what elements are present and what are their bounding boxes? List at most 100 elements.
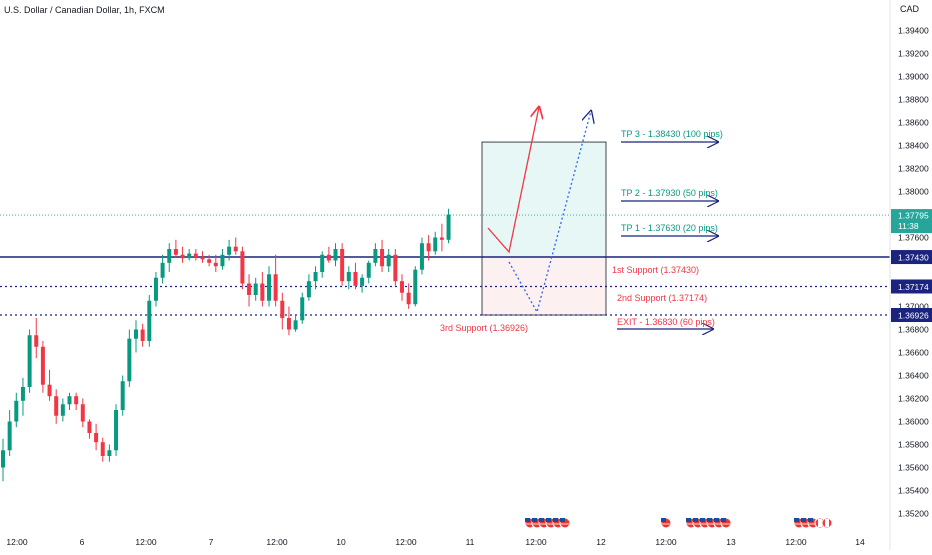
candle — [393, 249, 398, 286]
candle — [134, 320, 138, 353]
candle — [20, 377, 25, 416]
candle-body — [260, 283, 265, 301]
candle-body — [267, 274, 271, 301]
exit-label: EXIT - 1.36830 (60 pips) — [617, 317, 715, 327]
candle-body — [107, 450, 112, 456]
candle — [180, 246, 185, 263]
events-row — [524, 517, 833, 529]
candle-body — [187, 253, 192, 259]
candle-body — [273, 274, 278, 301]
candle — [273, 254, 278, 307]
candle — [366, 260, 371, 284]
price-tick: 1.35600 — [898, 463, 929, 473]
candle-body — [20, 387, 25, 401]
candle — [153, 272, 158, 307]
tp3-label: TP 3 - 1.38430 (100 pips) — [621, 129, 723, 139]
candle-body — [439, 237, 444, 240]
candle-body — [47, 384, 52, 397]
candle-body — [233, 246, 238, 252]
candle-body — [80, 404, 85, 422]
candle — [147, 295, 152, 347]
bullish-scenario-arrow — [487, 107, 539, 254]
candle — [1, 438, 5, 482]
time-tick: 12:00 — [266, 537, 288, 547]
price-tick: 1.38800 — [898, 95, 929, 105]
candle — [313, 266, 318, 290]
candle-body — [114, 410, 119, 451]
dip-scenario-arrow — [508, 111, 591, 314]
candle — [413, 266, 418, 307]
candle-body — [227, 246, 232, 255]
candle — [107, 444, 112, 462]
candle — [54, 389, 59, 424]
candles-layer — [1, 208, 451, 482]
candle-body — [393, 254, 398, 282]
candle-body — [173, 249, 178, 255]
candle — [40, 341, 45, 393]
price-tick: 1.37000 — [898, 302, 929, 312]
time-tick: 13 — [726, 537, 736, 547]
candle-body — [180, 254, 185, 259]
position-box — [481, 141, 607, 316]
candle — [340, 243, 345, 286]
candle-body — [40, 346, 45, 385]
candle — [47, 369, 52, 401]
candle-body — [313, 272, 318, 282]
candle-body — [213, 262, 218, 267]
price-tick: 1.38000 — [898, 187, 929, 197]
candle-body — [293, 320, 298, 330]
candle-body — [200, 257, 205, 260]
flag-canton — [707, 518, 712, 522]
candle-body — [320, 254, 325, 272]
price-tick: 1.38600 — [898, 118, 929, 128]
candle-body — [400, 281, 404, 293]
time-tick: 12:00 — [655, 537, 677, 547]
support3-label: 3rd Support (1.36926) — [440, 323, 528, 333]
candle-body — [100, 442, 105, 456]
current-price-badge — [891, 209, 932, 234]
candle-body — [446, 214, 451, 240]
tp2-label: TP 2 - 1.37930 (50 pips) — [621, 188, 718, 198]
candle — [67, 392, 72, 410]
price-tick: 1.36600 — [898, 348, 929, 358]
flag-stripe — [825, 519, 829, 527]
flag-canton — [721, 518, 726, 522]
level-badge-label-2: 1.37174 — [898, 282, 929, 292]
candle — [200, 251, 205, 263]
candle-body — [366, 262, 371, 278]
profit-zone — [482, 142, 606, 258]
candle — [87, 419, 92, 439]
candle — [207, 254, 212, 267]
candle — [7, 410, 12, 456]
level-badge-2 — [891, 279, 932, 294]
candle — [433, 231, 438, 255]
candle — [326, 246, 331, 263]
candle — [140, 323, 145, 347]
candle — [173, 239, 178, 259]
candle — [300, 292, 305, 324]
time-tick: 6 — [80, 537, 85, 547]
candle — [260, 272, 265, 307]
candle — [280, 292, 285, 330]
level-badge-1 — [891, 250, 932, 265]
candle-body — [147, 300, 152, 341]
tp1-label: TP 1 - 1.37630 (20 pips) — [621, 223, 718, 233]
candle — [286, 306, 291, 336]
time-axis[interactable]: 12:00 6 12:00 7 12:00 10 12:00 11 12:00 12 12:00 13… — [6, 537, 865, 547]
candle-body — [333, 249, 338, 261]
us-flag-icon — [720, 517, 732, 529]
candle — [14, 392, 19, 428]
candle-body — [373, 249, 378, 263]
candle — [253, 277, 258, 301]
price-tick: 1.39000 — [898, 72, 929, 82]
flag-canton — [693, 518, 698, 522]
flag-canton — [661, 518, 666, 522]
price-axis[interactable] — [890, 0, 932, 550]
price-tick: 1.38200 — [898, 164, 929, 174]
candle — [419, 237, 424, 275]
candle-body — [406, 292, 411, 305]
time-tick: 12 — [596, 537, 606, 547]
candle-body — [433, 237, 438, 252]
